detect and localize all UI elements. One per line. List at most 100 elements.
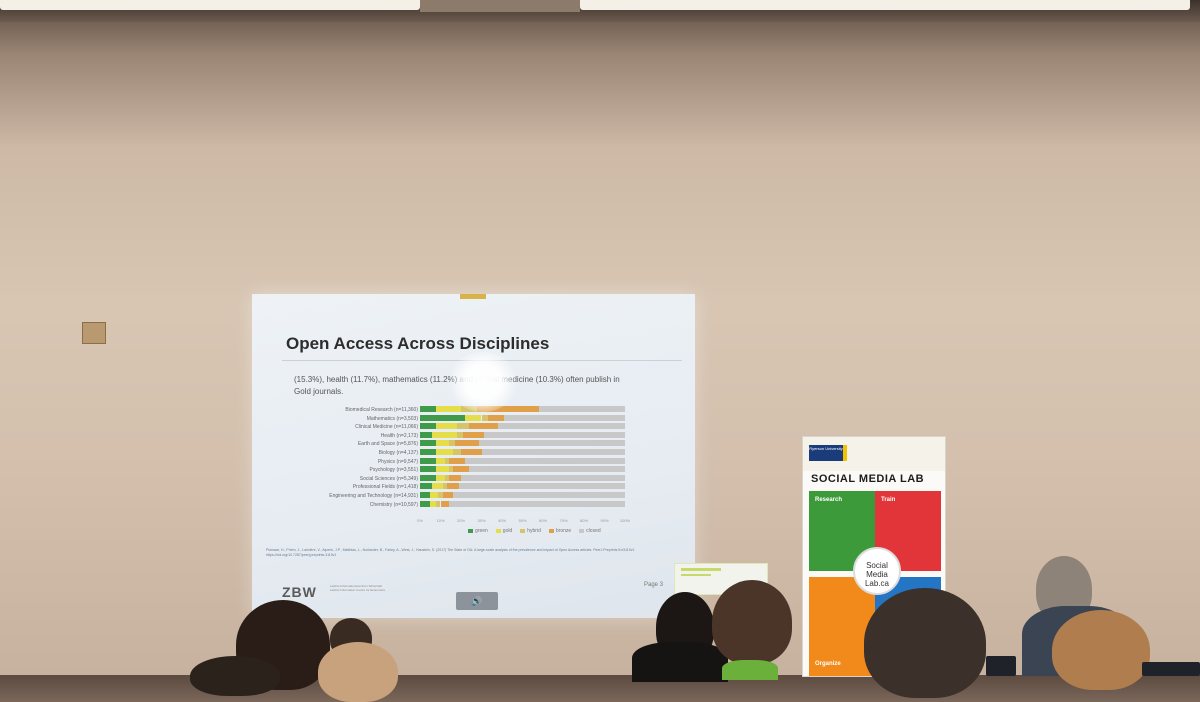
legend-entry: closed: [579, 528, 601, 534]
chart-row: Physics (n=9,547): [288, 457, 668, 466]
bar-segment-green: [420, 440, 437, 447]
chart-row: Chemistry (n=10,597): [288, 500, 668, 509]
legend-swatch: [520, 528, 526, 533]
bar-segment-hybrid: [456, 423, 470, 430]
lanyard: [722, 660, 778, 680]
bar-segment-closed: [483, 431, 625, 438]
chart-row: Professional Fields (n=1,418): [288, 483, 668, 491]
bar-segment-bronze: [461, 449, 482, 455]
bar-segment-bronze: [442, 492, 453, 498]
bar-segment-green: [420, 406, 437, 412]
bar-segment-hybrid: [448, 466, 453, 473]
category-label: Physics (n=9,547): [377, 458, 418, 465]
audience-body: [632, 642, 728, 682]
bar-segment-gold: [436, 423, 457, 430]
speaker-button[interactable]: 🔊: [456, 592, 498, 610]
bar-segment-closed: [461, 474, 625, 481]
legend-swatch: [468, 528, 473, 533]
bar-segment-hybrid: [442, 483, 447, 490]
bar-segment-hybrid: [452, 449, 461, 455]
bar-segment-hybrid: [448, 440, 455, 447]
tile-label: Train: [881, 497, 896, 503]
bar-segment-hybrid: [444, 474, 449, 481]
legend-swatch: [579, 528, 585, 533]
x-tick-label: 90%: [600, 518, 609, 523]
category-label: Chemistry (n=10,597): [369, 501, 418, 508]
x-tick-label: 10%: [436, 518, 445, 523]
bar-segment-closed: [465, 457, 625, 464]
stacked-bar: [420, 406, 625, 412]
zbw-org-name: Leibniz-Informationszentrum Wirtschaft L…: [330, 584, 386, 592]
social-media-lab-banner: Ryerson University SOCIAL MEDIA LAB Rese…: [802, 436, 946, 677]
stacked-bar: [420, 457, 625, 464]
bar-segment-gold: [430, 500, 437, 507]
bar-segment-closed: [481, 449, 625, 455]
x-tick-label: 40%: [497, 518, 507, 523]
bar-segment-gold: [436, 457, 445, 464]
projector-glare: [448, 352, 518, 412]
zbw-logo: ZBW: [282, 584, 317, 600]
banner-header: Ryerson University: [803, 437, 945, 471]
chart-legend: green gold hybrid bronze closed: [468, 528, 609, 534]
stacked-bar: [420, 474, 625, 481]
x-tick-label: 50%: [518, 518, 527, 523]
chart-row: Health (n=2,173): [288, 431, 668, 440]
bar-segment-green: [420, 431, 433, 438]
bar-segment-bronze: [469, 423, 498, 430]
bar-segment-bronze: [452, 466, 470, 473]
bar-segment-green: [420, 466, 437, 473]
bar-segment-bronze: [454, 440, 480, 447]
bar-segment-gold: [436, 440, 449, 447]
bar-segment-closed: [469, 466, 625, 473]
x-tick-label: 30%: [477, 518, 486, 523]
bar-segment-bronze: [448, 457, 466, 464]
category-label: Mathematics (n=3,503): [366, 415, 418, 422]
bar-segment-bronze: [446, 483, 459, 490]
bar-segment-green: [420, 474, 437, 481]
audience-head: [712, 580, 792, 664]
bar-segment-green: [420, 500, 431, 507]
bar-segment-bronze: [487, 414, 505, 421]
bar-segment-gold: [436, 474, 445, 481]
bar-segment-hybrid: [456, 431, 464, 438]
tile-label: Research: [815, 497, 843, 503]
bar-segment-green: [420, 483, 433, 490]
bar-segment-hybrid: [436, 500, 441, 507]
bar-segment-hybrid: [481, 414, 488, 421]
category-label: Biomedical Research (n=11,360): [345, 407, 418, 413]
x-tick-label: 20%: [456, 518, 466, 523]
bar-segment-closed: [479, 440, 625, 447]
x-tick-label: 70%: [559, 518, 568, 523]
category-label: Engineering and Technology (n=14,931): [329, 493, 418, 499]
bar-segment-gold: [432, 431, 457, 438]
x-tick-label: 0%: [417, 518, 423, 523]
bar-segment-bronze: [463, 431, 484, 438]
bar-segment-gold: [430, 492, 439, 498]
category-label: Social Sciences (n=5,349): [359, 475, 418, 482]
bar-segment-gold: [465, 414, 482, 421]
stacked-bar: [420, 466, 625, 473]
laptop: [1142, 662, 1200, 676]
bar-segment-hybrid: [438, 492, 443, 498]
chart-row: Clinical Medicine (n=11,066): [288, 423, 668, 431]
bar-segment-closed: [452, 492, 625, 498]
bar-segment-gold: [436, 449, 453, 455]
legend-entry: bronze: [548, 528, 571, 534]
legend-swatch: [495, 528, 501, 533]
legend-swatch: [548, 528, 554, 533]
stacked-bar: [420, 449, 625, 455]
legend-entry: hybrid: [520, 528, 541, 534]
stacked-bar: [420, 500, 625, 507]
audience-head: [864, 588, 986, 698]
stacked-bar: [420, 492, 625, 498]
x-tick-label: 60%: [538, 518, 548, 523]
ceiling-light-right: [580, 0, 1190, 10]
stacked-bar: [420, 414, 625, 421]
tile-label: Organize: [815, 661, 841, 667]
social-media-lab-logo: Social Media Lab.ca: [853, 547, 901, 595]
stacked-bar-chart: 0% 10% 20% 30% 40% 50% 60% 70% 80% 90% 100% green g…: [288, 406, 668, 546]
chart-row: Psychology (n=3,551): [288, 466, 668, 474]
bar-segment-bronze: [440, 500, 449, 507]
slide-title: Open Access Across Disciplines: [286, 334, 550, 353]
legend-entry: green: [468, 528, 488, 534]
